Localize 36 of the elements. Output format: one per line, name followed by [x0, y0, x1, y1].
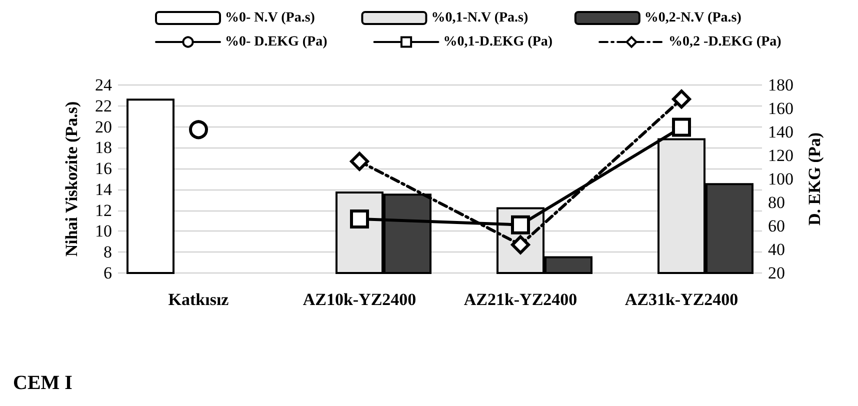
y2-tick-label: 100: [768, 170, 794, 188]
y-tick-label: 18: [95, 138, 112, 158]
y-tick-label: 12: [95, 200, 112, 220]
legend-label: %0,1-N.V (Pa.s): [431, 10, 528, 26]
point: [511, 215, 530, 234]
x-tick-label: AZ21k-YZ2400: [464, 290, 578, 309]
y2-tick-label: 120: [768, 146, 794, 165]
y2-tick-label: 80: [768, 193, 785, 212]
x-tick-label: AZ10k-YZ2400: [302, 290, 416, 309]
y-tick-label: 8: [104, 242, 112, 262]
y2-tick-label: 160: [768, 99, 794, 118]
legend-label: %0- D.EKG (Pa): [225, 34, 328, 50]
x-tick-label: AZ31k-YZ2400: [624, 290, 738, 309]
point: [350, 209, 369, 228]
y2-tick-label: 60: [768, 216, 785, 236]
legend-label: %0,2-N.V (Pa.s): [644, 10, 742, 26]
y-tick-label: 22: [95, 96, 112, 116]
x-tick-label: Katkısız: [168, 290, 230, 309]
point: [189, 120, 208, 140]
y-tick-label: 6: [104, 264, 112, 282]
legend-label: %0- N.V (Pa.s): [225, 10, 316, 26]
y2-tick-label: 180: [768, 76, 794, 94]
y-tick-label: 14: [95, 180, 112, 199]
y2-tick-label: 140: [768, 122, 794, 142]
y-tick-label: 10: [95, 222, 112, 241]
point: [672, 118, 691, 137]
y-tick-label: 20: [95, 117, 112, 136]
legend-label: %0,2 -D.EKG (Pa): [668, 34, 782, 50]
y2-tick-label: 40: [768, 240, 785, 259]
y-tick-label: 24: [95, 76, 112, 94]
text: CEM I: [13, 372, 73, 394]
y2-tick-label: 20: [768, 264, 785, 282]
legend-label: %0,1-D.EKG (Pa): [443, 34, 553, 50]
y-tick-label: 16: [95, 159, 112, 178]
y2-axis-title: D. EKG (Pa): [805, 132, 824, 226]
y-axis-title: Nihai Viskozite (Pa.s): [62, 101, 81, 257]
